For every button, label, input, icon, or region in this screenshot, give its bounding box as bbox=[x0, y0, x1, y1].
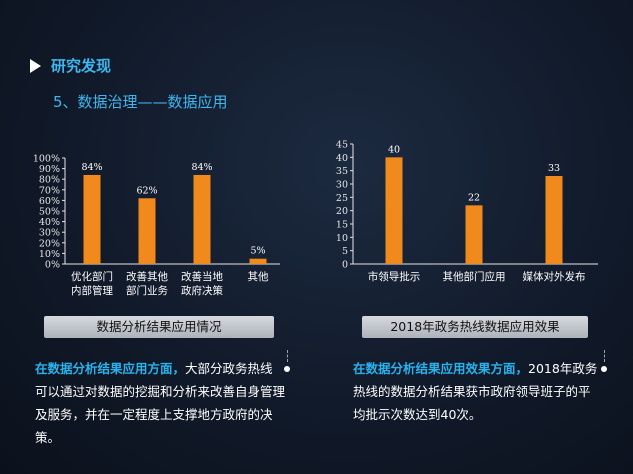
right-bar bbox=[465, 205, 483, 264]
right-y-tick-label: 25 bbox=[336, 193, 348, 204]
left-category-label: 部门业务 bbox=[126, 284, 168, 297]
left-y-tick-label: 80% bbox=[39, 175, 60, 186]
right-category-label: 媒体对外发布 bbox=[523, 270, 586, 283]
left-y-tick-label: 90% bbox=[39, 164, 60, 175]
right-y-tick-label: 20 bbox=[336, 206, 348, 217]
left-category-label: 改善其他 bbox=[126, 270, 168, 283]
left-y-tick-label: 30% bbox=[39, 228, 60, 239]
left-chart-caption: 数据分析结果应用情况 bbox=[44, 316, 274, 338]
left-y-tick-label: 40% bbox=[39, 217, 60, 228]
section-heading: 研究发现 bbox=[30, 55, 111, 76]
left-bar-value-label: 84% bbox=[191, 162, 212, 173]
right-y-tick-label: 40 bbox=[336, 153, 348, 164]
right-bracket bbox=[352, 350, 605, 362]
right-paragraph-highlight: 在数据分析结果应用效果方面， bbox=[353, 361, 529, 376]
right-y-tick-label: 15 bbox=[336, 220, 348, 231]
left-category-label: 优化部门 bbox=[71, 270, 113, 283]
left-paragraph: 在数据分析结果应用方面，大部分政务热线可以通过对数据的挖掘和分析来改善自身管理及… bbox=[35, 357, 285, 449]
left-y-tick-label: 10% bbox=[39, 249, 60, 260]
left-category-label: 其他 bbox=[248, 270, 269, 283]
right-chart-caption: 2018年政务热线数据应用效果 bbox=[362, 316, 588, 338]
right-y-tick-label: 45 bbox=[336, 140, 348, 151]
left-bar-value-label: 62% bbox=[136, 185, 157, 196]
right-bracket-dot bbox=[601, 366, 607, 372]
play-triangle-icon bbox=[30, 58, 41, 73]
left-y-tick-label: 60% bbox=[39, 196, 60, 207]
left-y-tick-label: 70% bbox=[39, 185, 60, 196]
right-bar-value-label: 22 bbox=[468, 192, 480, 203]
right-bar bbox=[545, 176, 563, 264]
left-y-tick-label: 100% bbox=[33, 154, 60, 165]
right-y-tick-label: 35 bbox=[336, 166, 348, 177]
right-y-tick-label: 5 bbox=[342, 246, 348, 257]
right-paragraph: 在数据分析结果应用效果方面，2018年政务热线的数据分析结果获市政府领导班子的平… bbox=[353, 357, 598, 426]
right-y-tick-label: 0 bbox=[342, 260, 348, 271]
left-y-tick-label: 50% bbox=[39, 207, 60, 218]
right-y-tick-label: 10 bbox=[336, 233, 348, 244]
left-category-label: 改善当地 bbox=[181, 270, 223, 283]
right-y-tick-label: 30 bbox=[336, 180, 348, 191]
right-category-label: 其他部门应用 bbox=[443, 270, 506, 283]
left-bar bbox=[193, 174, 211, 264]
left-bar-chart: 0%10%20%30%40%50%60%70%80%90%100% 84% 优化部门… bbox=[33, 154, 280, 297]
left-bracket-dot bbox=[284, 366, 290, 372]
right-bar-value-label: 40 bbox=[388, 144, 400, 155]
left-category-label: 政府决策 bbox=[181, 284, 223, 297]
left-bar bbox=[83, 174, 101, 264]
left-bar bbox=[138, 198, 156, 264]
left-category-label: 内部管理 bbox=[71, 284, 113, 297]
page-subtitle: 5、数据治理——数据应用 bbox=[53, 93, 228, 111]
left-bar bbox=[249, 258, 267, 264]
right-bar-chart: 0 5 10 15 20 25 30 35 40 45 40 市领导批示 22 其他部门应用 33 媒体对外发… bbox=[336, 140, 598, 283]
left-paragraph-highlight: 在数据分析结果应用方面， bbox=[35, 361, 186, 376]
right-paragraph-body: 2018年政务热线的数据分析结果获市政府领导班子的平均批示次数达到40次。 bbox=[353, 361, 598, 422]
right-bar bbox=[385, 157, 403, 264]
section-title: 研究发现 bbox=[51, 57, 112, 75]
left-y-tick-label: 0% bbox=[45, 260, 60, 271]
left-bar-value-label: 84% bbox=[81, 162, 102, 173]
right-bar-value-label: 33 bbox=[548, 163, 560, 174]
left-paragraph-body: 大部分政务热线可以通过对数据的挖掘和分析来改善自身管理及服务，并在一定程度上支撑… bbox=[35, 361, 286, 445]
left-bracket bbox=[35, 350, 288, 362]
right-category-label: 市领导批示 bbox=[368, 270, 421, 283]
left-y-tick-label: 20% bbox=[39, 238, 60, 249]
left-bar-value-label: 5% bbox=[250, 246, 265, 257]
